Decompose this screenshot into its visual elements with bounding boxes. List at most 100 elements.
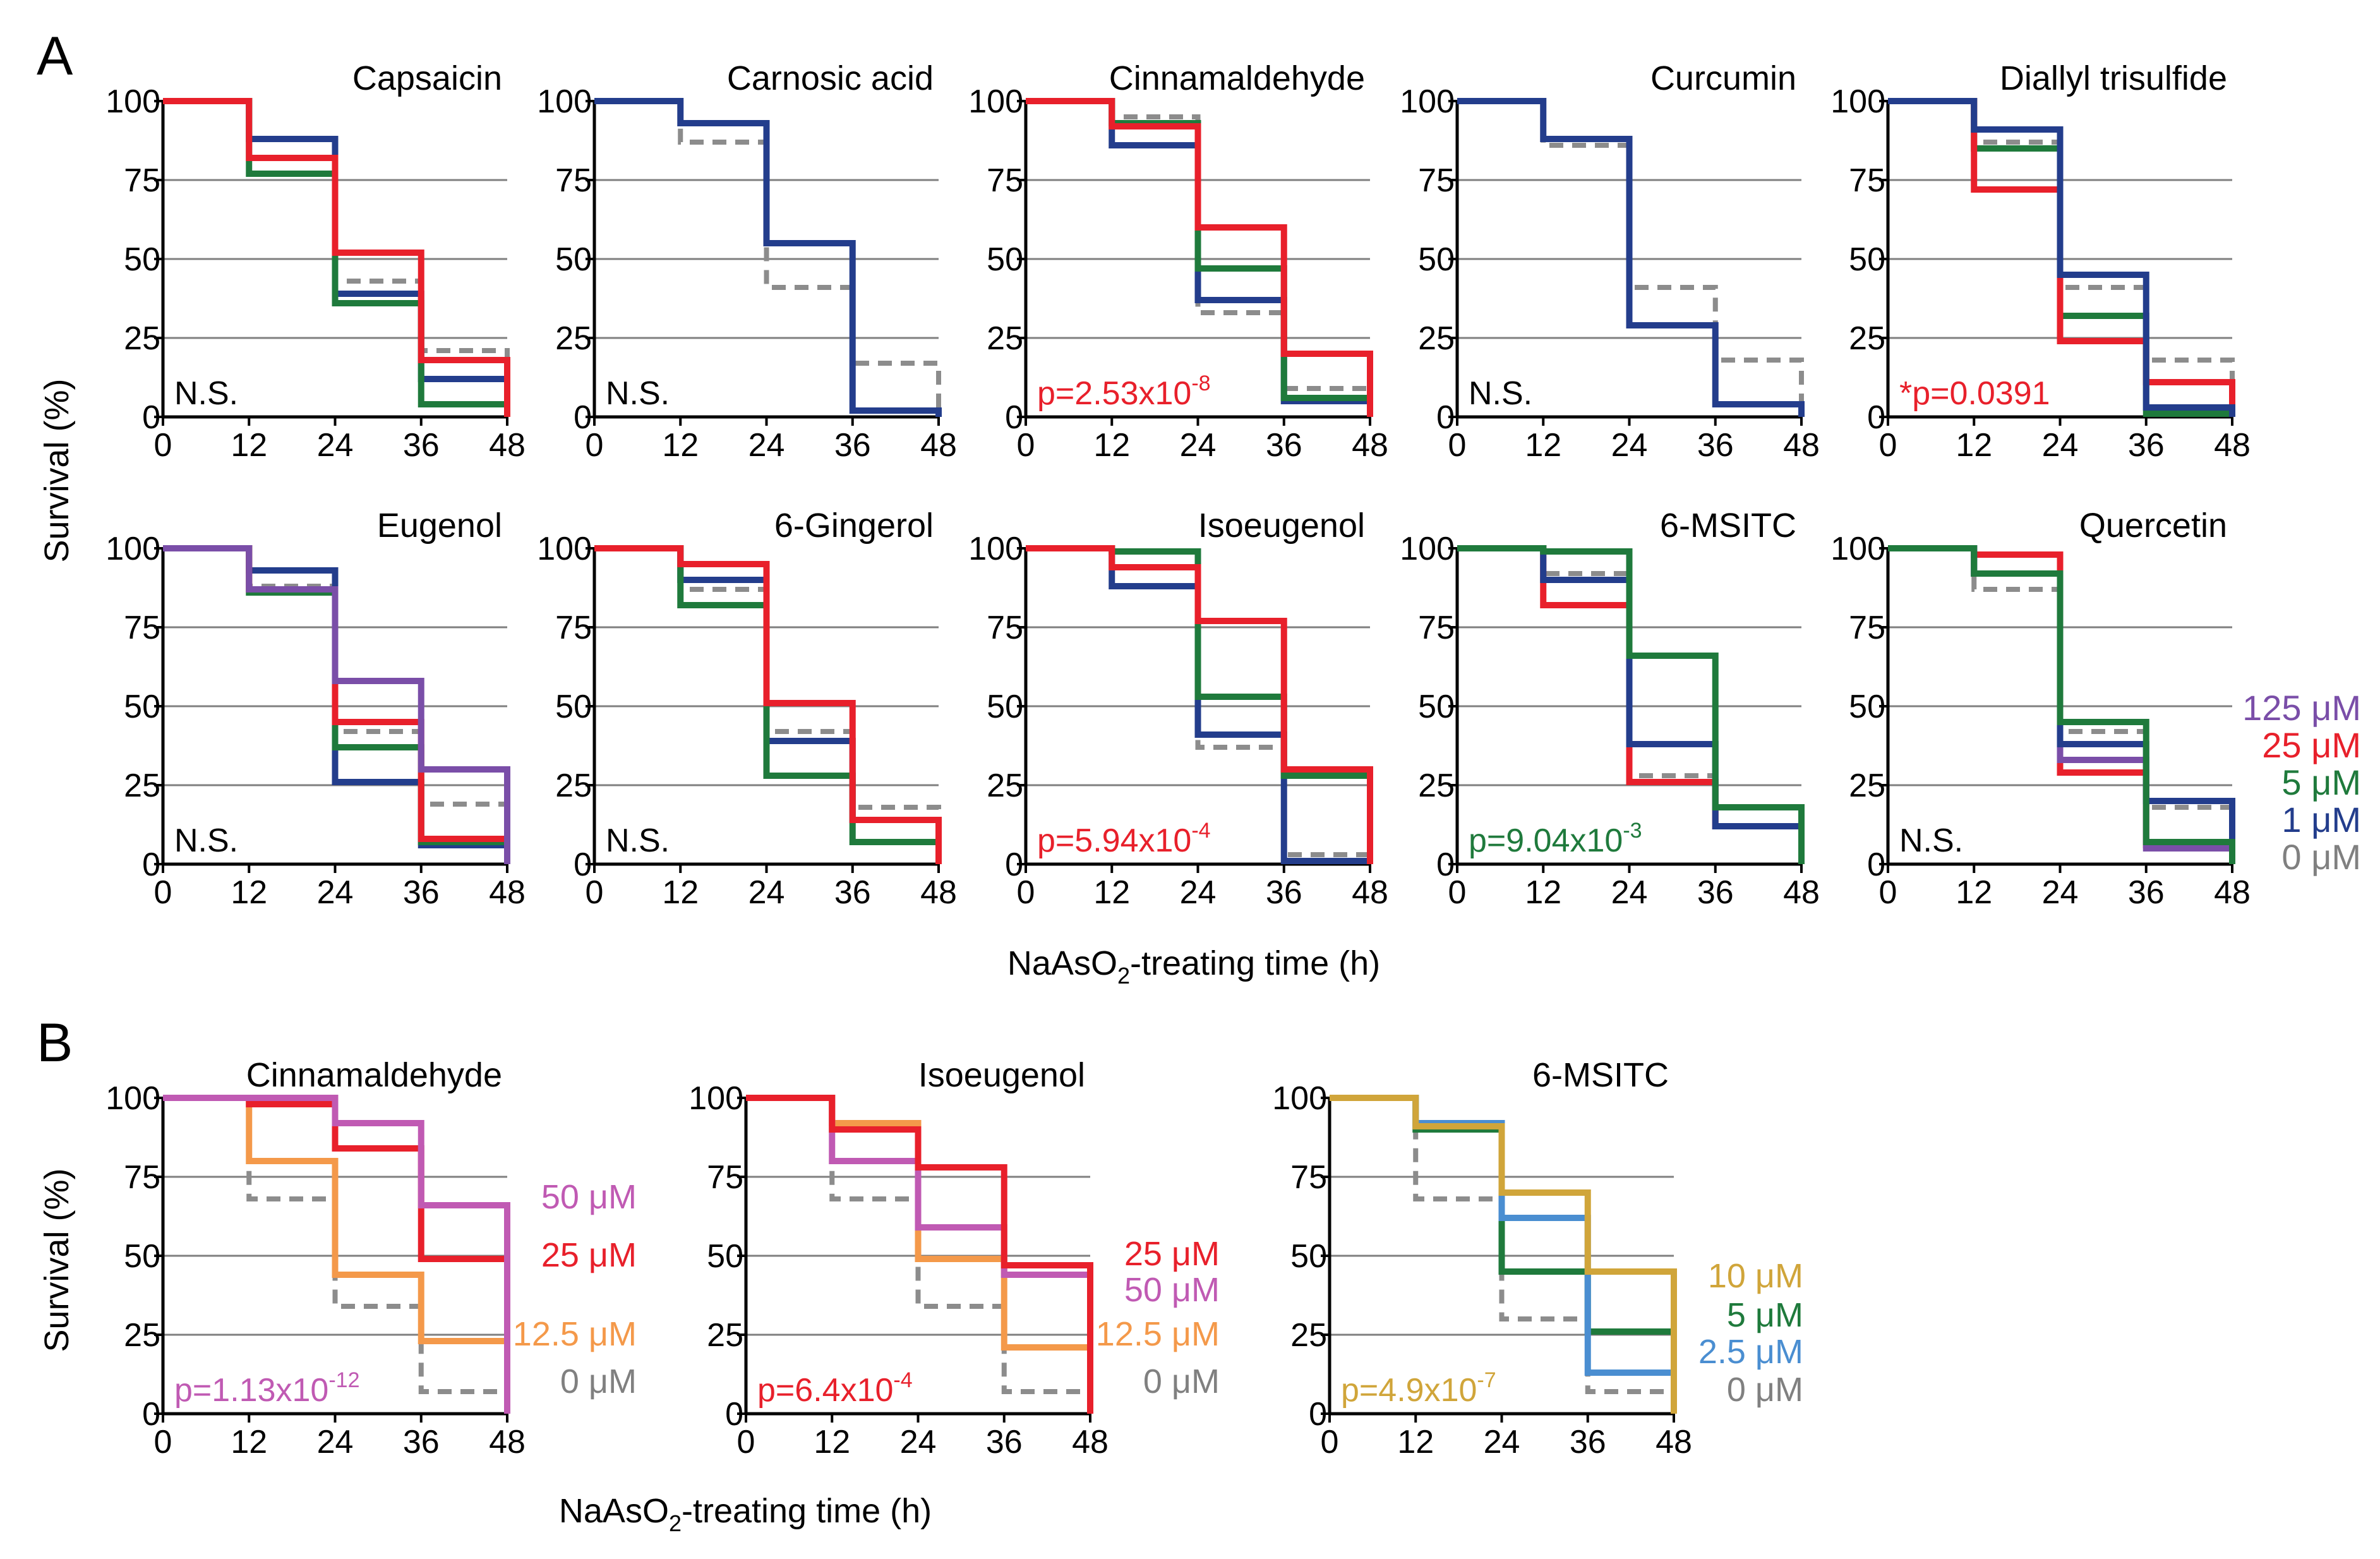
series-line-1-m [1888, 98, 2235, 417]
legend-a-entry: 5 μM [2281, 762, 2361, 802]
x-tick-label: 36 [834, 427, 871, 464]
x-tick-label: 48 [489, 1424, 526, 1460]
x-tick-label: 0 [154, 874, 172, 911]
chart-a-quercetin: 0 25 50 75 100 0 12 24 36 48 Quercetin N.S. [1830, 507, 2251, 911]
x-tick-label: 12 [231, 874, 267, 911]
stat-annotation: p=2.53x10-8 [1037, 371, 1211, 412]
y-tick-label: 25 [124, 320, 160, 357]
x-tick-label: 24 [317, 874, 354, 911]
y-tick-label: 25 [987, 320, 1023, 357]
stat-annotation: p=9.04x10-3 [1469, 819, 1642, 859]
stat-annotation: p=4.9x10-7 [1341, 1368, 1496, 1409]
legend-entry: 12.5 μM [513, 1315, 637, 1353]
chart-title: Curcumin [1650, 59, 1796, 97]
legend-entry: 50 μM [1124, 1271, 1220, 1309]
x-tick-label: 48 [489, 427, 526, 464]
series-line-1-m [1457, 545, 1805, 864]
y-tick-label: 75 [1418, 610, 1455, 646]
series-line-25-m [746, 1095, 1093, 1414]
y-tick-label: 100 [1272, 1080, 1327, 1117]
x-tick-label: 48 [1072, 1424, 1109, 1460]
y-tick-label: 75 [555, 610, 592, 646]
x-tick-label: 0 [1017, 427, 1035, 464]
x-axis-label-b: NaAsO2-treating time (h) [559, 1492, 932, 1536]
x-tick-label: 0 [586, 427, 604, 464]
x-tick-label: 48 [1783, 874, 1820, 911]
y-tick-label: 75 [1290, 1159, 1327, 1196]
series-line-12-5-m [163, 1095, 510, 1414]
x-tick-label: 24 [1180, 874, 1217, 911]
x-tick-label: 36 [1697, 874, 1734, 911]
x-tick-label: 24 [1611, 874, 1648, 911]
x-tick-label: 48 [1656, 1424, 1692, 1460]
y-tick-label: 75 [1849, 610, 1885, 646]
y-tick-label: 75 [124, 610, 160, 646]
y-tick-label: 100 [105, 1080, 160, 1117]
y-tick-label: 25 [1418, 320, 1455, 357]
y-tick-label: 0 [725, 1396, 743, 1433]
x-tick-label: 24 [748, 874, 785, 911]
x-tick-label: 24 [317, 1424, 354, 1460]
series-line-1-m [1457, 98, 1805, 417]
chart-b-isoeugenol: 0 25 50 75 100 0 12 24 36 48 Isoeugenol p=6.4x10-4 2… [688, 1056, 1220, 1460]
x-tick-label: 36 [1570, 1424, 1606, 1460]
legend-entry: 12.5 μM [1096, 1315, 1220, 1353]
y-tick-label: 50 [1849, 241, 1885, 278]
y-tick-label: 50 [1418, 689, 1455, 725]
chart-title: Isoeugenol [1198, 507, 1365, 545]
chart-title: Diallyl trisulfide [2000, 59, 2227, 97]
x-tick-label: 36 [403, 1424, 440, 1460]
x-tick-label: 0 [737, 1424, 755, 1460]
x-tick-label: 12 [1093, 874, 1130, 911]
series-line-25-m [163, 98, 510, 417]
x-tick-label: 0 [1017, 874, 1035, 911]
y-tick-label: 100 [968, 83, 1023, 120]
y-tick-label: 0 [574, 846, 592, 883]
y-tick-label: 75 [555, 162, 592, 199]
x-tick-label: 12 [662, 427, 699, 464]
chart-a-curcumin: 0 25 50 75 100 0 12 24 36 48 Curcumin N.S. [1400, 59, 1820, 464]
x-tick-label: 48 [2214, 427, 2251, 464]
y-tick-label: 100 [105, 531, 160, 567]
series-line-25-m [1026, 98, 1373, 417]
x-tick-label: 36 [2128, 874, 2165, 911]
x-tick-label: 0 [1448, 874, 1467, 911]
y-tick-label: 0 [1005, 846, 1023, 883]
y-tick-label: 0 [1005, 399, 1023, 436]
x-tick-label: 12 [1956, 874, 1992, 911]
y-tick-label: 50 [124, 1238, 160, 1275]
x-tick-label: 36 [834, 874, 871, 911]
y-tick-label: 25 [1290, 1317, 1327, 1354]
legend-a-entry: 0 μM [2281, 837, 2361, 877]
y-tick-label: 0 [1436, 846, 1455, 883]
legend-entry: 10 μM [1708, 1257, 1803, 1295]
chart-title: 6-Gingerol [774, 507, 934, 545]
x-tick-label: 12 [814, 1424, 850, 1460]
stat-annotation: N.S. [606, 822, 670, 859]
y-tick-label: 100 [968, 531, 1023, 567]
y-tick-label: 50 [555, 689, 592, 725]
x-tick-label: 0 [1321, 1424, 1339, 1460]
legend-a-entry: 1 μM [2281, 800, 2361, 840]
x-tick-label: 48 [920, 427, 957, 464]
x-tick-label: 12 [1525, 874, 1561, 911]
x-tick-label: 12 [1525, 427, 1561, 464]
series-line-125-m [163, 545, 510, 864]
legend-cinnamaldehyde: 50 μM 25 μM 12.5 μM 0 μM [513, 1178, 637, 1400]
y-tick-label: 50 [1290, 1238, 1327, 1275]
y-tick-label: 25 [1849, 320, 1885, 357]
x-tick-label: 0 [586, 874, 604, 911]
y-tick-label: 0 [574, 399, 592, 436]
y-tick-label: 50 [124, 689, 160, 725]
y-tick-label: 100 [537, 531, 592, 567]
x-tick-label: 36 [403, 427, 440, 464]
series-line-10-m [1330, 1095, 1677, 1414]
series-line-5-m [1457, 545, 1805, 864]
y-tick-label: 75 [1418, 162, 1455, 199]
legend-a-entry: 25 μM [2262, 725, 2361, 765]
y-tick-label: 50 [1418, 241, 1455, 278]
x-tick-label: 24 [317, 427, 354, 464]
y-tick-label: 75 [987, 162, 1023, 199]
